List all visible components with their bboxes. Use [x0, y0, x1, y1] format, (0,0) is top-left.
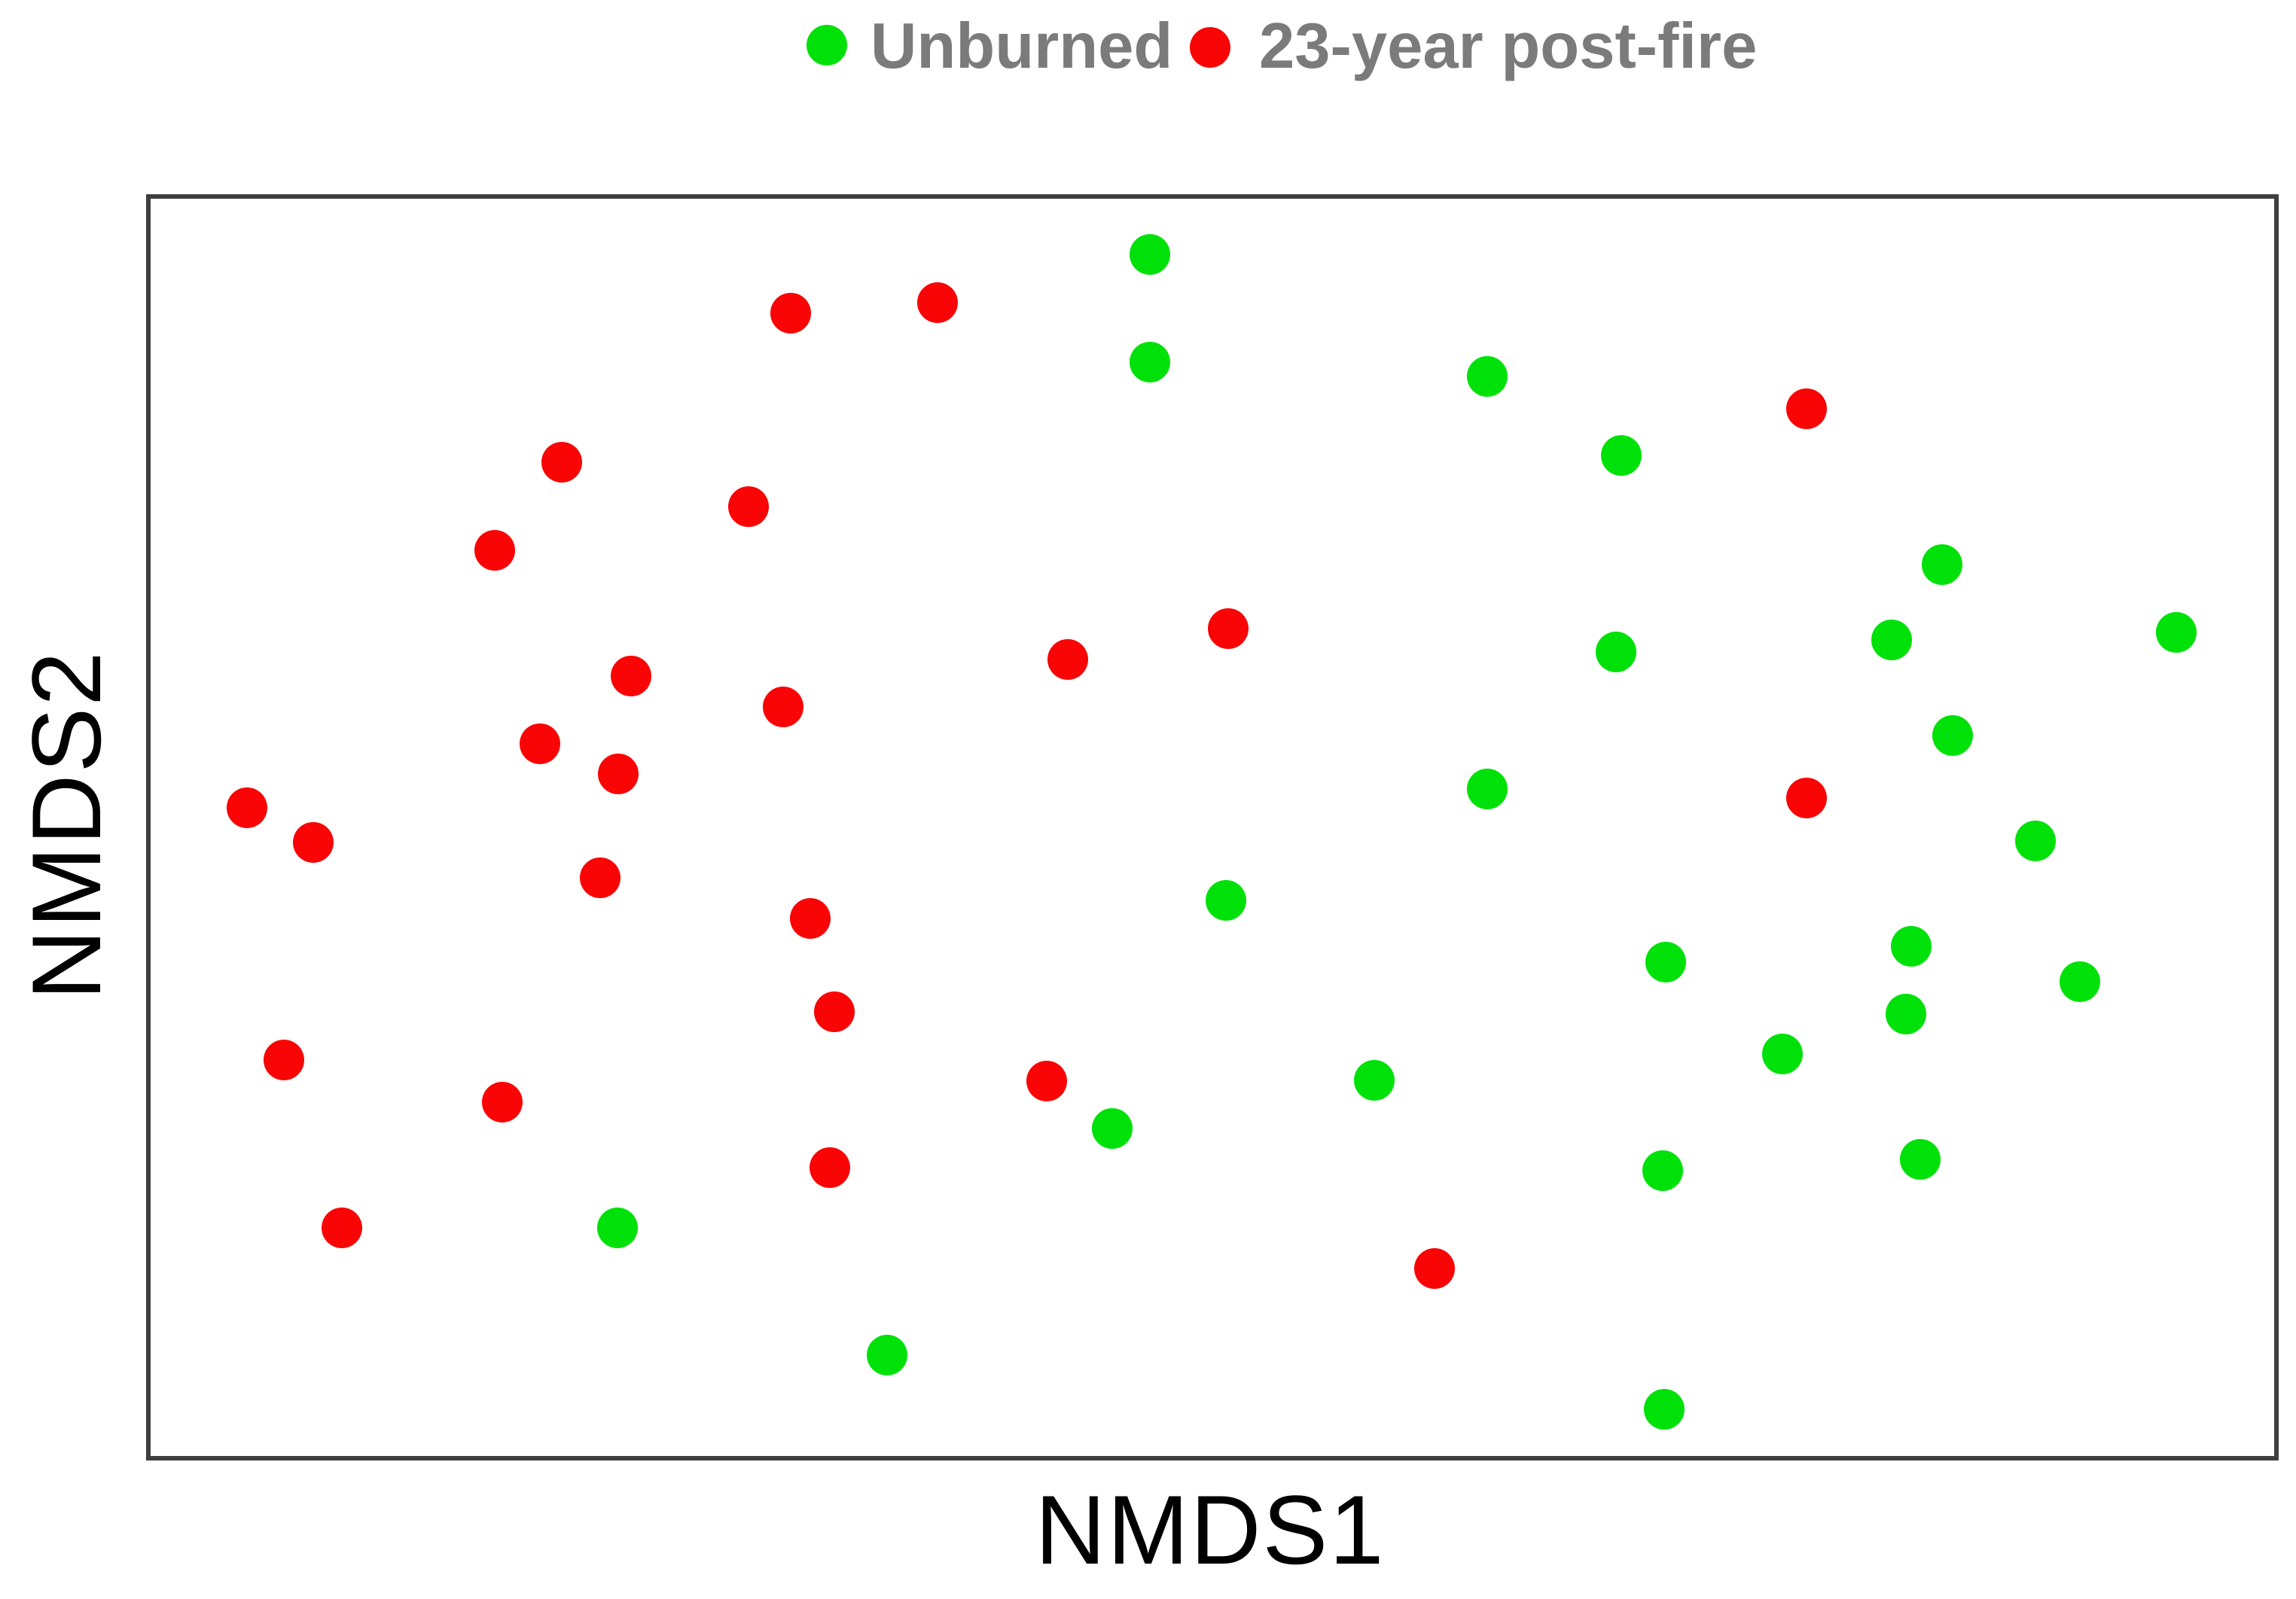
legend-label-unburned: Unburned [871, 11, 1173, 82]
y-axis-label: NMDS2 [11, 650, 121, 1001]
postfire-circle-icon [1190, 27, 1230, 68]
legend-label-postfire: 23-year post-fire [1259, 11, 1758, 82]
unburned-circle-icon [806, 25, 847, 65]
x-axis-label: NMDS1 [1035, 1475, 1386, 1585]
plot-box [146, 194, 2279, 1460]
